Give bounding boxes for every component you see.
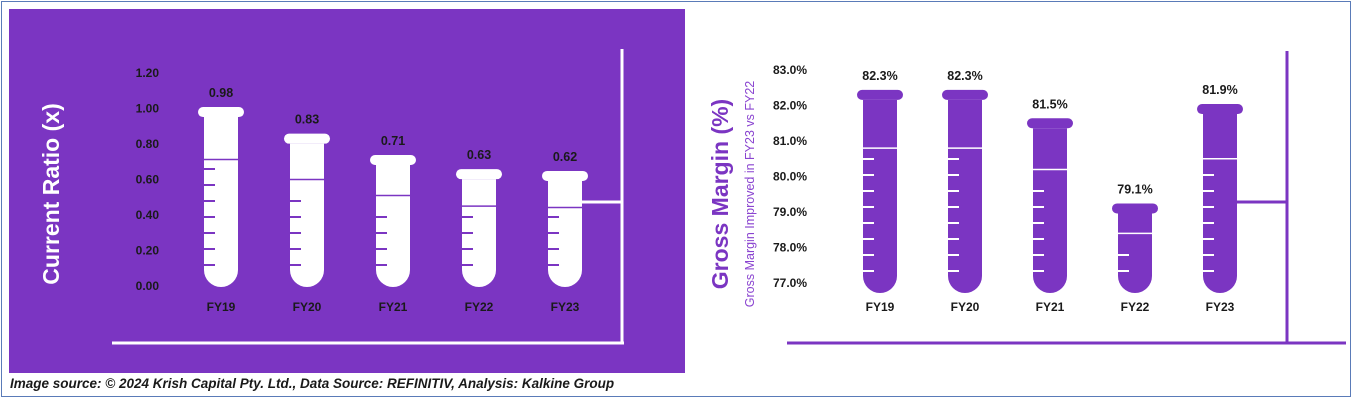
gross-margin-chart: 77.0% 78.0% 79.0% 80.0% 81.0% 82.0% 83.0% Gross… xyxy=(707,51,1346,345)
y-tick-label: 0.00 xyxy=(136,279,160,293)
y-tick-label: 0.20 xyxy=(136,244,160,258)
x-category-label: FY23 xyxy=(1206,300,1235,314)
y-tick-label: 77.0% xyxy=(773,276,807,290)
bar-value-label: 82.3% xyxy=(947,69,982,83)
y-tick-label: 0.80 xyxy=(136,137,160,151)
bar-value-label: 0.71 xyxy=(381,134,405,148)
tube-rim xyxy=(1197,104,1243,115)
x-category-label: FY22 xyxy=(1121,300,1150,314)
bar-value-label: 81.5% xyxy=(1032,97,1067,111)
bar-value-label: 81.9% xyxy=(1202,83,1237,97)
x-category-label: FY22 xyxy=(465,300,494,314)
y-tick-label: 82.0% xyxy=(773,99,807,113)
y-tick-label: 81.0% xyxy=(773,134,807,148)
bar-value-label: 0.98 xyxy=(209,86,233,100)
x-category-label: FY21 xyxy=(1036,300,1065,314)
bar-value-label: 0.62 xyxy=(553,150,577,164)
tube-bar xyxy=(948,99,982,293)
bar-value-label: 82.3% xyxy=(862,69,897,83)
y-tick-label: 80.0% xyxy=(773,170,807,184)
x-category-label: FY19 xyxy=(866,300,895,314)
y-tick-label: 1.20 xyxy=(136,66,160,80)
tube-rim xyxy=(857,89,903,100)
x-category-label: FY23 xyxy=(551,300,580,314)
tube-bar xyxy=(1203,114,1237,293)
source-footnote: Image source: © 2024 Krish Capital Pty. … xyxy=(10,376,615,391)
y-tick-label: 79.0% xyxy=(773,205,807,219)
bar-value-label: 0.63 xyxy=(467,148,491,162)
tube-rim xyxy=(942,89,988,100)
tube-bar xyxy=(1118,213,1152,293)
bar-value-label: 0.83 xyxy=(295,113,319,127)
tube-bar xyxy=(1033,128,1067,293)
x-category-label: FY20 xyxy=(293,300,322,314)
tube-rim xyxy=(198,107,244,118)
x-category-label: FY21 xyxy=(379,300,408,314)
current-ratio-panel: 0.00 0.20 0.40 0.60 0.80 1.00 1.20 Current Rati… xyxy=(9,9,685,373)
y-axis-label: Gross Margin (%) xyxy=(707,99,733,289)
tube-rim xyxy=(1027,118,1073,129)
chart-subtitle: Gross Margin Improved in FY23 vs FY22 xyxy=(743,81,757,308)
y-tick-label: 83.0% xyxy=(773,63,807,77)
tube-rim xyxy=(542,170,588,181)
tube-bar xyxy=(376,164,410,287)
y-axis-label: Current Ratio (x) xyxy=(38,103,64,284)
bar-value-label: 79.1% xyxy=(1117,182,1152,196)
y-tick-label: 1.00 xyxy=(136,102,160,116)
gross-margin-panel: 77.0% 78.0% 79.0% 80.0% 81.0% 82.0% 83.0% Gross… xyxy=(688,9,1348,373)
tube-rim xyxy=(1112,203,1158,214)
y-tick-label: 78.0% xyxy=(773,241,807,255)
y-tick-label: 0.60 xyxy=(136,173,160,187)
tube-rim xyxy=(284,133,330,144)
x-category-label: FY20 xyxy=(951,300,980,314)
x-category-label: FY19 xyxy=(207,300,236,314)
y-tick-label: 0.40 xyxy=(136,208,160,222)
current-ratio-chart: 0.00 0.20 0.40 0.60 0.80 1.00 1.20 Current Rati… xyxy=(38,49,624,345)
tube-bar xyxy=(863,99,897,293)
tube-bar xyxy=(204,117,238,287)
tube-rim xyxy=(370,154,416,165)
tube-rim xyxy=(456,169,502,180)
